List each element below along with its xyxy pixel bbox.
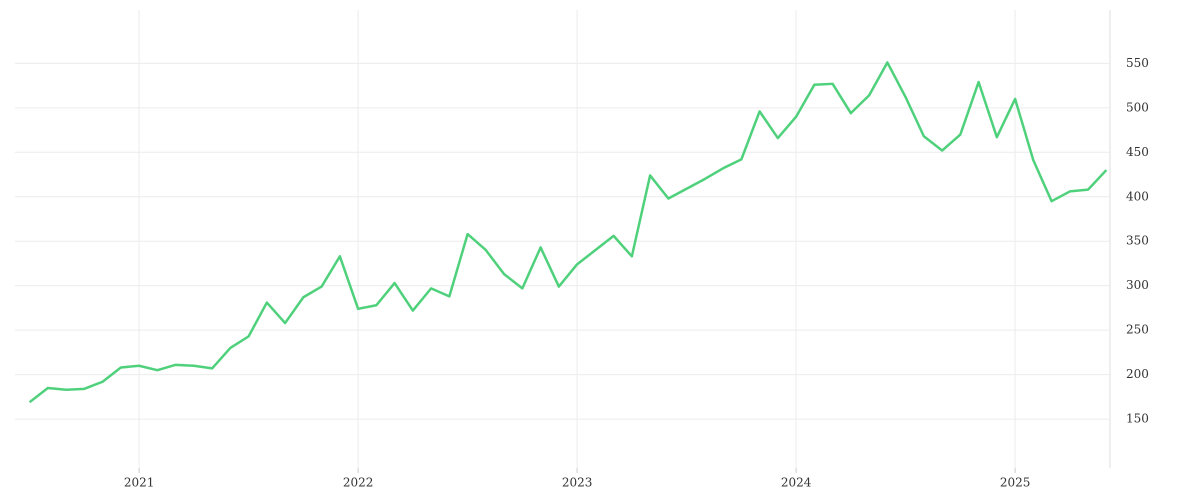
x-tick-label: 2024	[781, 476, 812, 490]
y-tick-label: 200	[1126, 367, 1149, 381]
y-tick-label: 350	[1126, 234, 1149, 248]
y-tick-label: 150	[1126, 412, 1149, 426]
y-tick-label: 500	[1126, 100, 1149, 114]
x-tick-label: 2021	[124, 476, 155, 490]
y-tick-label: 250	[1126, 323, 1149, 337]
x-tick-label: 2022	[343, 476, 374, 490]
y-tick-label: 400	[1126, 189, 1149, 203]
x-tick-label: 2023	[562, 476, 593, 490]
y-tick-label: 300	[1126, 278, 1149, 292]
x-tick-label: 2025	[1000, 476, 1031, 490]
y-tick-label: 550	[1126, 56, 1149, 70]
line	[28, 61, 1108, 404]
y-tick-label: 450	[1126, 145, 1149, 159]
